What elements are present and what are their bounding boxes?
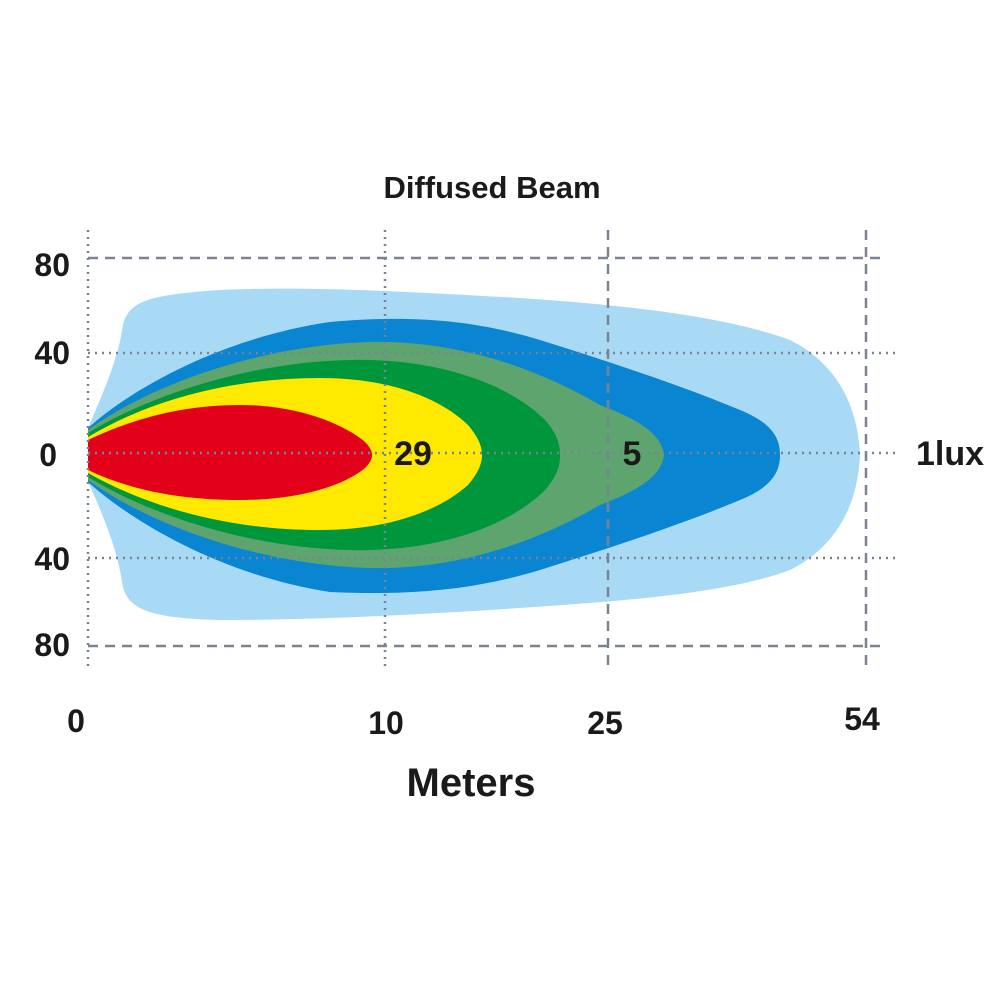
beam-contours bbox=[88, 288, 860, 620]
y-axis: 80 40 0 40 80 bbox=[34, 247, 70, 663]
contour-labels: 29 5 1lux bbox=[394, 435, 984, 473]
contour-label-5: 5 bbox=[623, 435, 642, 473]
y-tick-label: 0 bbox=[39, 437, 57, 473]
x-tick-label: 54 bbox=[844, 701, 880, 737]
x-tick-label: 10 bbox=[368, 705, 404, 741]
x-axis: 0 10 25 54 Meters bbox=[67, 701, 880, 805]
y-tick-label: 80 bbox=[34, 247, 70, 283]
contour-label-1lux: 1lux bbox=[916, 435, 984, 473]
y-tick-label: 80 bbox=[34, 627, 70, 663]
y-tick-label: 40 bbox=[34, 541, 70, 577]
x-tick-label: 25 bbox=[587, 705, 623, 741]
grid bbox=[86, 230, 895, 670]
chart-title: Diffused Beam bbox=[383, 170, 600, 205]
x-tick-label: 0 bbox=[67, 703, 85, 739]
contour-label-29: 29 bbox=[394, 435, 432, 473]
x-axis-label: Meters bbox=[407, 761, 536, 805]
y-tick-label: 40 bbox=[34, 335, 70, 371]
